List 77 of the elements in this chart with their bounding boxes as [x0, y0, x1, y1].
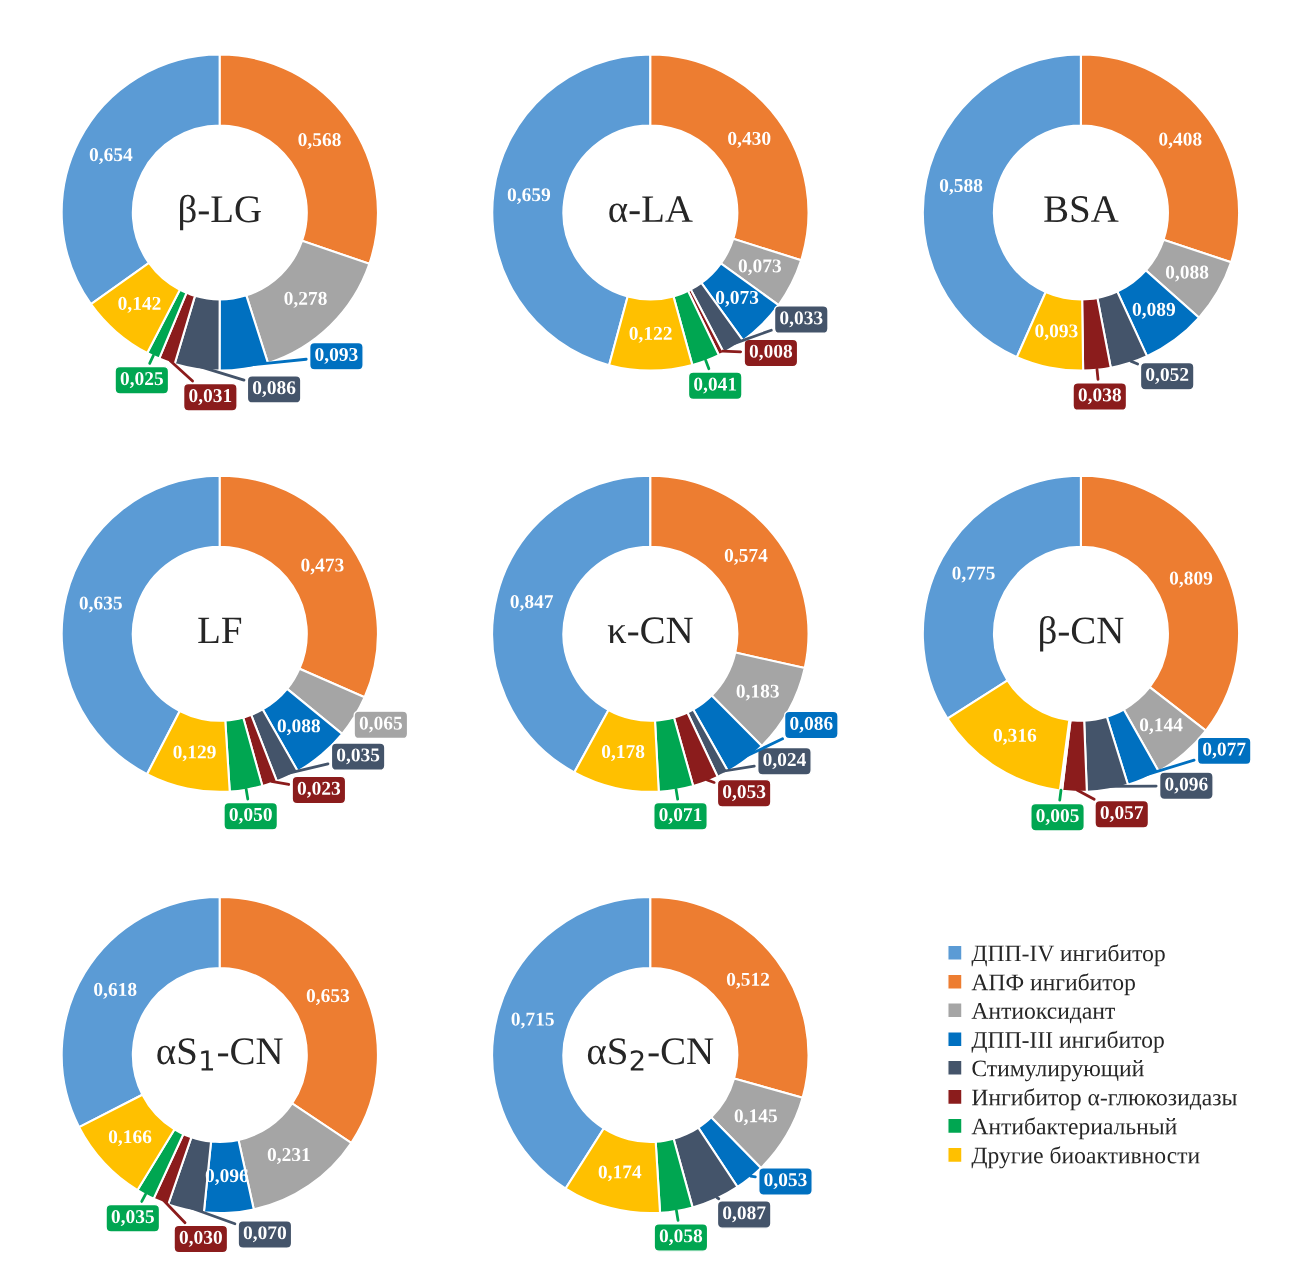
- data-label: 0,408: [1159, 132, 1202, 149]
- data-label: 0,086: [790, 716, 833, 733]
- data-label: 0,071: [659, 808, 702, 824]
- data-label: 0,231: [267, 1147, 310, 1164]
- data-label: 0,278: [284, 291, 327, 308]
- legend-label: Другие биоактивности: [971, 1146, 1200, 1169]
- text: BSA: [1044, 196, 1119, 223]
- data-label: 0,035: [336, 748, 380, 765]
- data-label: 0,568: [298, 133, 341, 149]
- data-label: 0,847: [510, 595, 554, 612]
- data-label: 0,512: [726, 972, 770, 989]
- data-label: 0,073: [715, 290, 759, 307]
- data-label: 0,073: [738, 259, 782, 276]
- data-label: 0,122: [629, 326, 672, 343]
- text: αS$_{1}$-CN: [157, 1038, 283, 1071]
- data-label: 0,473: [301, 558, 344, 575]
- data-label: 0,030: [179, 1230, 222, 1247]
- data-label: 0,178: [601, 744, 645, 761]
- data-label: 0,316: [993, 728, 1037, 745]
- legend-label: Ингибитор α-глюкозидазы: [972, 1088, 1237, 1111]
- data-label: 0,087: [723, 1206, 766, 1223]
- data-label: 0,065: [359, 716, 403, 733]
- data-label: 0,077: [1203, 742, 1246, 759]
- data-label: 0,050: [229, 807, 272, 824]
- data-label: 0,041: [694, 377, 737, 394]
- data-label: 0,035: [111, 1210, 154, 1226]
- data-label: 0,430: [728, 131, 771, 148]
- data-label: 0,023: [297, 781, 341, 798]
- data-label: 0,057: [1100, 805, 1144, 822]
- data-label: 0,659: [507, 188, 551, 205]
- text: α-LA: [609, 196, 693, 223]
- data-label: 0,096: [1165, 777, 1208, 794]
- data-label: 0,166: [108, 1130, 152, 1147]
- data-label: 0,809: [1169, 571, 1213, 588]
- data-label: 0,635: [79, 596, 122, 613]
- text: β-LG: [180, 194, 261, 231]
- data-label: 0,093: [1035, 324, 1078, 341]
- data-label: 0,088: [277, 719, 321, 736]
- text: αS$_{2}$-CN: [587, 1038, 714, 1071]
- data-label: 0,588: [939, 178, 983, 195]
- data-label: 0,144: [1139, 718, 1183, 735]
- data-label: 0,618: [94, 982, 137, 999]
- text: κ-CN: [607, 617, 693, 644]
- data-label: 0,052: [1146, 367, 1189, 384]
- data-label: 0,129: [173, 745, 216, 762]
- data-label: 0,775: [952, 566, 995, 583]
- data-label: 0,033: [780, 311, 823, 328]
- data-label: 0,058: [659, 1229, 703, 1246]
- data-label: 0,142: [118, 296, 161, 313]
- legend-label: Стимулирующий: [972, 1059, 1144, 1082]
- data-label: 0,183: [736, 684, 779, 701]
- data-label: 0,088: [1165, 265, 1209, 282]
- data-label: 0,053: [764, 1173, 807, 1190]
- data-label: 0,070: [243, 1226, 287, 1243]
- data-label: 0,031: [189, 389, 232, 405]
- legend-label: Антибактериальный: [971, 1117, 1177, 1140]
- data-label: 0,005: [1036, 809, 1079, 825]
- data-label: 0,174: [598, 1165, 642, 1182]
- data-label: 0,653: [306, 989, 350, 1005]
- data-label: 0,654: [89, 148, 133, 165]
- data-label: 0,093: [315, 347, 358, 364]
- text: β-CN: [1040, 615, 1124, 652]
- data-label: 0,053: [722, 785, 766, 801]
- legend-label: Антиоксидант: [971, 1003, 1115, 1024]
- data-label: 0,025: [120, 372, 163, 388]
- data-label: 0,715: [511, 1012, 554, 1029]
- data-label: 0,008: [749, 344, 793, 361]
- data-label: 0,574: [724, 548, 768, 565]
- legend-label: АПФ ингибитор: [971, 973, 1135, 996]
- legend-label: ДПП-IV ингибитор: [971, 944, 1165, 967]
- data-label: 0,089: [1132, 302, 1176, 319]
- data-label: 0,038: [1078, 388, 1122, 405]
- legend-label: ДПП-III ингибитор: [971, 1030, 1164, 1053]
- data-label: 0,145: [734, 1109, 777, 1126]
- text: LF: [198, 617, 242, 644]
- data-label: 0,024: [763, 752, 806, 769]
- data-label: 0,086: [252, 381, 296, 398]
